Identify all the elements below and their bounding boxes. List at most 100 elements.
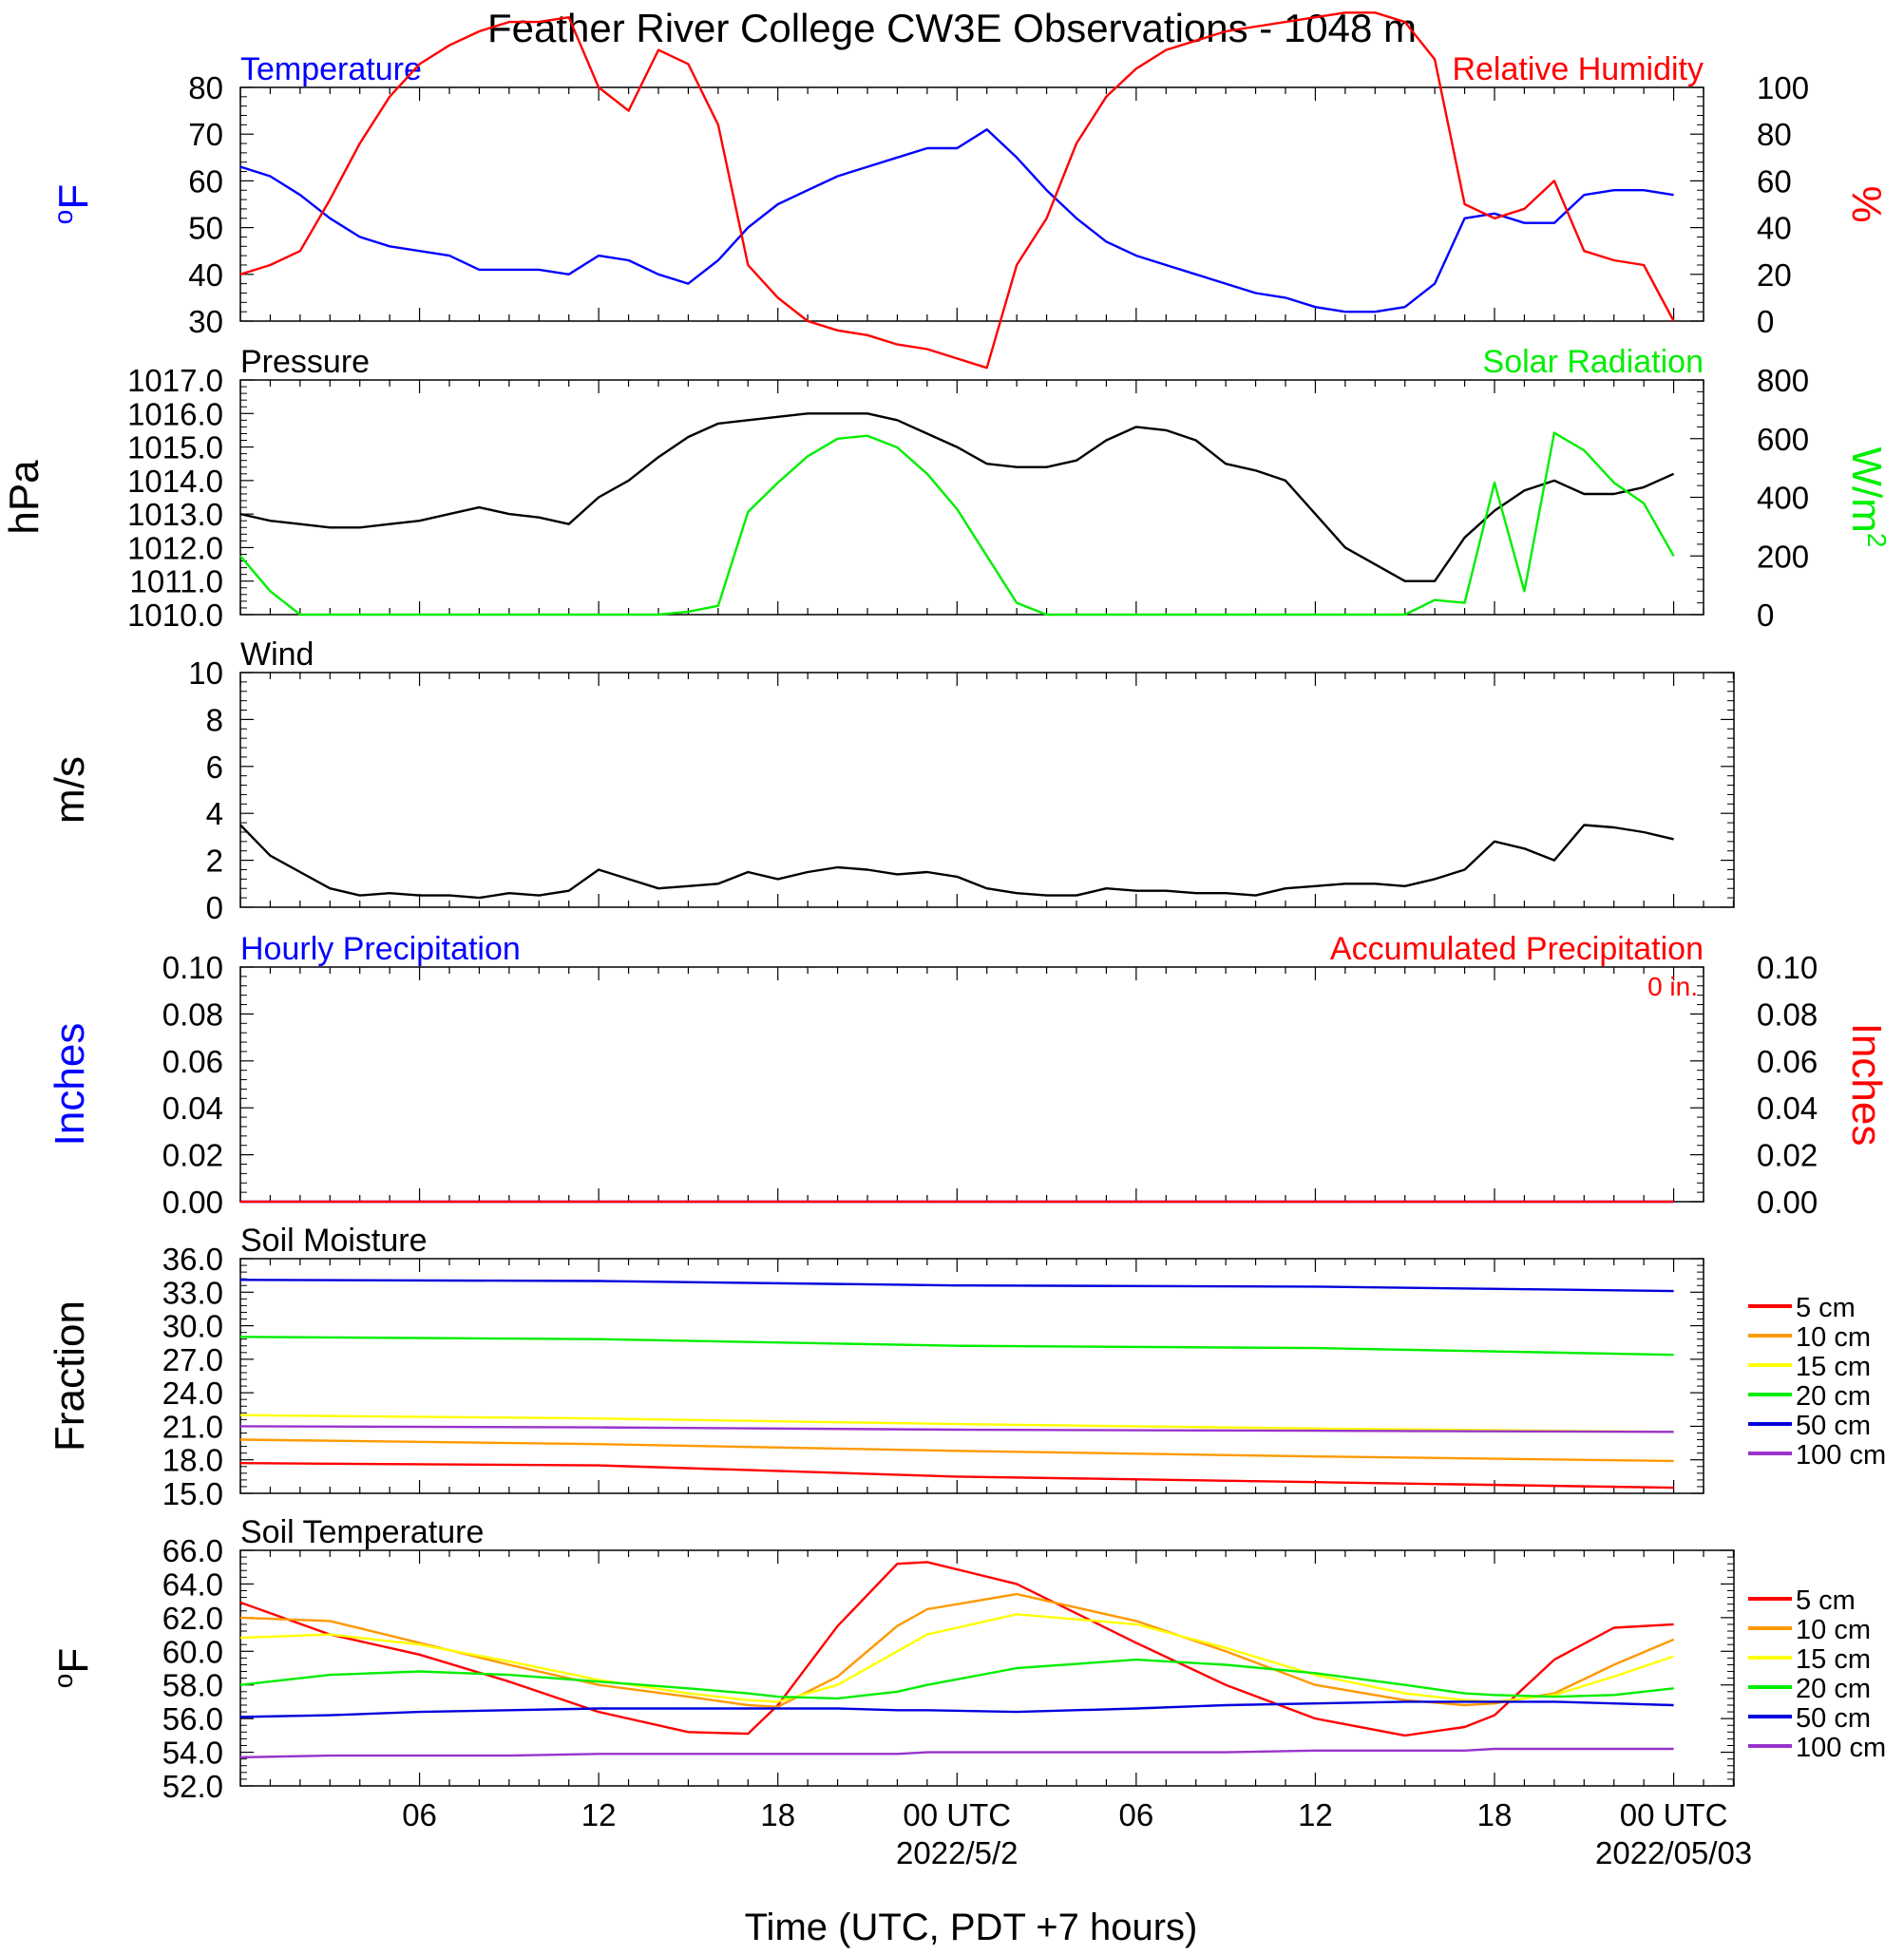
y-tick-label: 80 [188, 70, 223, 105]
y-right-tick-label: 0 [1757, 304, 1774, 339]
y-right-tick-label: 40 [1757, 211, 1792, 246]
y-tick-label: 15.0 [162, 1476, 223, 1511]
y-tick-label: 54.0 [162, 1736, 223, 1771]
panel-right-title: Relative Humidity [1452, 51, 1704, 87]
y-right-tick-label: 0.10 [1757, 950, 1818, 985]
x-tick-label: 06 [1118, 1797, 1153, 1832]
y-axis-unit-left: m/s [47, 756, 93, 824]
panel-soil_temperature: 52.054.056.058.060.062.064.066.0 Soil Tem… [48, 1514, 1886, 1804]
y-tick-label: 2 [206, 844, 223, 879]
y-tick-label: 1012.0 [127, 530, 223, 565]
y-tick-label: 36.0 [162, 1242, 223, 1277]
y-right-tick-label: 100 [1757, 70, 1809, 105]
panel-right-title: Accumulated Precipitation [1330, 931, 1704, 967]
y-tick-label: 1014.0 [127, 464, 223, 499]
plot-frame [239, 1258, 1704, 1494]
y-tick-label: 58.0 [162, 1668, 223, 1703]
x-tick-label: 18 [1477, 1797, 1513, 1832]
x-axis-label: Time (UTC, PDT +7 hours) [745, 1907, 1198, 1948]
y-right-tick-label: 0 [1757, 598, 1774, 633]
y-tick-label: 62.0 [162, 1601, 223, 1636]
y-right-tick-label: 60 [1757, 163, 1792, 199]
legend-label: 50 cm [1796, 1703, 1871, 1734]
y-tick-label: 30.0 [162, 1309, 223, 1344]
y-right-tick-label: 0.02 [1757, 1138, 1818, 1173]
y-tick-label: 1017.0 [127, 363, 223, 398]
panel-left-title: Wind [240, 636, 314, 673]
legend-label: 10 cm [1796, 1615, 1871, 1645]
y-right-tick-label: 80 [1757, 117, 1792, 152]
chart-title: Feather River College CW3E Observations … [487, 6, 1417, 50]
x-date-label: 2022/5/2 [896, 1835, 1018, 1870]
series-line-10-cm [239, 1438, 1674, 1463]
y-tick-label: 6 [206, 750, 223, 785]
y-right-tick-label: 0.04 [1757, 1091, 1818, 1126]
x-tick-label: 12 [1298, 1797, 1333, 1832]
legend-label: 5 cm [1796, 1293, 1856, 1323]
panel-pressure: 1010.01011.01012.01013.01014.01015.01016… [1, 344, 1892, 633]
legend-label: 15 cm [1796, 1644, 1871, 1675]
panel-left-title: Pressure [240, 344, 370, 380]
legend-label: 5 cm [1796, 1585, 1856, 1616]
y-axis-unit-right: % [1843, 185, 1890, 222]
y-tick-label: 33.0 [162, 1275, 223, 1310]
plot-frame [239, 672, 1735, 908]
x-tick-label: 00 UTC [903, 1797, 1011, 1832]
y-axis-unit-right: Inches [1843, 1023, 1890, 1147]
y-tick-label: 0.06 [162, 1044, 223, 1079]
y-tick-label: 10 [188, 655, 223, 691]
y-right-tick-label: 400 [1757, 481, 1809, 516]
y-tick-label: 60 [188, 163, 223, 199]
series-line-15-cm [239, 1613, 1674, 1703]
x-tick-label: 06 [402, 1797, 437, 1832]
y-right-tick-label: 0.00 [1757, 1185, 1818, 1220]
panel-left-title: Soil Moisture [240, 1223, 428, 1259]
legend-label: 100 cm [1796, 1733, 1886, 1763]
y-tick-label: 64.0 [162, 1566, 223, 1602]
panel-wind: 0 2 4 6 8 10 Wind m/s [47, 636, 1735, 925]
y-tick-label: 56.0 [162, 1701, 223, 1737]
y-tick-label: 70 [188, 117, 223, 152]
y-tick-label: 24.0 [162, 1376, 223, 1411]
y-tick-label: 1010.0 [127, 598, 223, 633]
x-date-label: 2022/05/03 [1595, 1835, 1752, 1870]
y-right-tick-label: 800 [1757, 363, 1809, 398]
series-line-5-cm [239, 1561, 1674, 1737]
legend-label: 100 cm [1796, 1440, 1886, 1471]
y-tick-label: 66.0 [162, 1533, 223, 1568]
y-axis-unit-right: W/m2 [1843, 447, 1892, 548]
y-tick-label: 0 [206, 890, 223, 925]
y-right-tick-label: 200 [1757, 539, 1809, 574]
legend-label: 50 cm [1796, 1411, 1871, 1441]
plot-frame [239, 966, 1704, 1203]
x-tick-label: 18 [760, 1797, 795, 1832]
y-tick-label: 1015.0 [127, 430, 223, 465]
y-axis-unit-left: Fraction [47, 1300, 93, 1452]
y-tick-label: 50 [188, 211, 223, 246]
series-line-solar-radiation [239, 431, 1675, 617]
y-tick-label: 0.10 [162, 950, 223, 985]
y-tick-label: 1011.0 [130, 564, 223, 599]
series-line-100-cm [239, 1747, 1674, 1759]
y-right-tick-label: 0.08 [1757, 996, 1818, 1032]
y-tick-label: 0.00 [162, 1185, 223, 1220]
y-tick-label: 8 [206, 702, 223, 737]
y-tick-label: 4 [206, 796, 223, 831]
series-line-wind [239, 824, 1674, 900]
x-tick-label: 00 UTC [1620, 1797, 1728, 1832]
y-axis-unit-left: hPa [1, 460, 48, 535]
accumulated-total-label: 0 in. [1647, 972, 1698, 1001]
y-right-tick-label: 0.06 [1757, 1044, 1818, 1079]
y-axis-unit-left: oF [48, 1648, 97, 1688]
y-tick-label: 30 [188, 304, 223, 339]
panel-precipitation: 0.00 0.02 0.04 0.06 0.08 0.10 0.00 0.02 0.04 0.06… [47, 931, 1890, 1220]
panel-temperature: 30 40 50 60 70 80 0 20 40 60 80 100 Temperature Relat… [48, 11, 1890, 370]
y-tick-label: 40 [188, 257, 223, 293]
panel-left-title: Temperature [240, 51, 422, 87]
y-tick-label: 18.0 [162, 1443, 223, 1478]
y-tick-label: 0.08 [162, 996, 223, 1032]
panel-soil_moisture: 15.018.021.024.027.030.033.036.0 Soil Moi… [47, 1223, 1886, 1511]
legend-label: 15 cm [1796, 1352, 1871, 1382]
legend-label: 10 cm [1796, 1322, 1871, 1353]
y-tick-label: 1016.0 [127, 396, 223, 431]
